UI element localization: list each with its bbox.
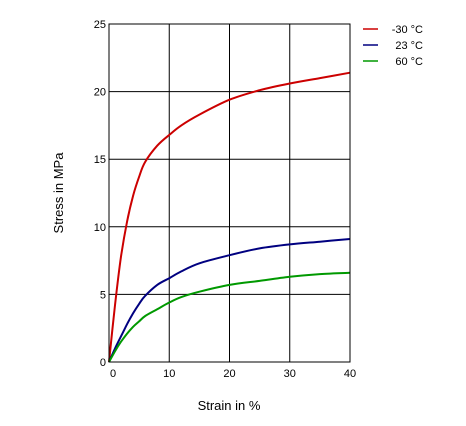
grid-lines [109,24,350,362]
y-axis-title: Stress in MPa [51,152,66,234]
x-axis-title: Strain in % [198,398,261,413]
x-tick-label-40: 40 [344,368,356,380]
series-line-0 [108,71,351,363]
y-tick-label-0: 0 [100,357,106,369]
y-tick-label-20: 20 [94,87,106,99]
x-tick-label-0: 0 [110,368,116,380]
y-tick-label-5: 5 [100,289,106,301]
y-tick-label-15: 15 [94,154,106,166]
legend-label-2: 60 °C [395,56,423,68]
series-line-2 [108,271,351,363]
legend-label-0: -30 °C [392,24,423,36]
x-tick-label-20: 20 [223,368,235,380]
y-tick-label-25: 25 [94,19,106,31]
legend: -30 °C 23 °C 60 °C [363,24,423,68]
y-tick-label-10: 10 [94,222,106,234]
plot-frame [108,23,351,363]
legend-label-1: 23 °C [395,40,423,52]
series-line-1 [108,238,351,363]
x-tick-label-30: 30 [284,368,296,380]
series-layer [108,71,351,363]
x-tick-label-10: 10 [163,368,175,380]
tick-labels: 0 10 20 30 40 0 5 10 15 20 25 [94,19,356,380]
